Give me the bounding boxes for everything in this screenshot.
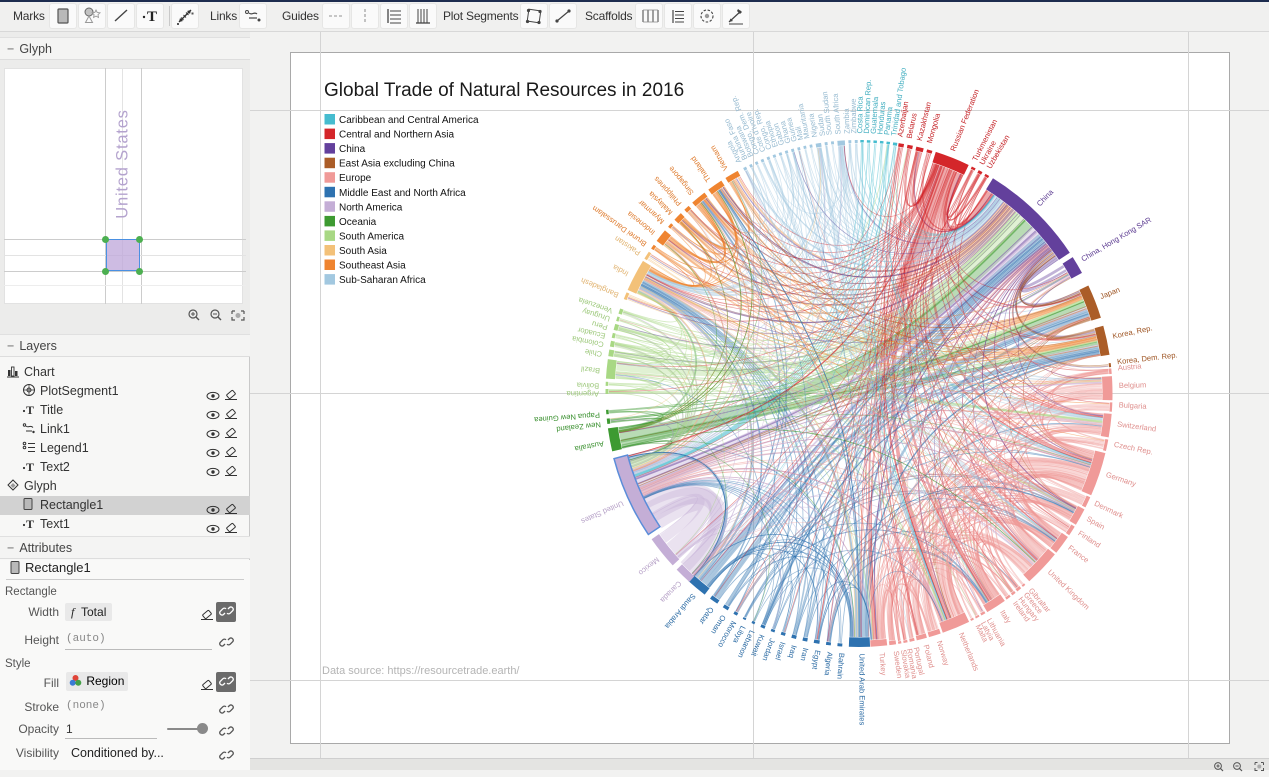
svg-text:Chile: Chile	[584, 347, 603, 359]
svg-text:Guatemala: Guatemala	[869, 96, 880, 134]
svg-text:Zimbabwe: Zimbabwe	[849, 98, 858, 133]
svg-text:South America: South America	[339, 231, 404, 242]
svg-text:Middle East and North Africa: Middle East and North Africa	[339, 188, 466, 199]
svg-text:Belgium: Belgium	[1119, 380, 1147, 390]
svg-text:Panama: Panama	[882, 106, 894, 136]
svg-text:Peru: Peru	[591, 319, 609, 332]
svg-text:Nigeria: Nigeria	[806, 112, 819, 138]
svg-text:Costa Rica: Costa Rica	[855, 96, 864, 134]
svg-text:Iran: Iran	[799, 647, 811, 662]
svg-text:Zambia: Zambia	[842, 108, 852, 134]
svg-text:South Africa: South Africa	[831, 92, 843, 134]
svg-text:Central and Northern Asia: Central and Northern Asia	[339, 130, 455, 141]
svg-text:Mali: Mali	[793, 125, 805, 141]
svg-text:Iraq: Iraq	[787, 644, 799, 659]
svg-text:China: China	[339, 144, 366, 155]
svg-text:Egypt: Egypt	[810, 649, 822, 671]
svg-text:Caribbean and Central America: Caribbean and Central America	[339, 115, 479, 126]
svg-text:South Asia: South Asia	[339, 246, 387, 257]
svg-text:United Arab Emirates: United Arab Emirates	[858, 653, 867, 725]
svg-text:Sub-Saharan Africa: Sub-Saharan Africa	[339, 275, 426, 286]
svg-text:T: T	[26, 460, 34, 472]
svg-text:Honduras: Honduras	[875, 101, 887, 135]
svg-text:Brazil: Brazil	[580, 364, 600, 375]
svg-text:Dominican Rep.: Dominican Rep.	[862, 79, 873, 133]
svg-text:North America: North America	[339, 202, 403, 213]
svg-text:Algeria: Algeria	[823, 651, 835, 676]
svg-text:Sweden: Sweden	[892, 650, 905, 678]
svg-text:Bolivia: Bolivia	[576, 381, 599, 391]
svg-text:T: T	[147, 9, 157, 25]
svg-text:Oceania: Oceania	[339, 217, 377, 228]
svg-text:Bahrain: Bahrain	[835, 653, 846, 680]
svg-text:Argentina: Argentina	[566, 389, 599, 398]
svg-text:Turkey: Turkey	[877, 652, 888, 676]
svg-text:T: T	[26, 517, 34, 529]
svg-text:Global Trade of Natural Resour: Global Trade of Natural Resources in 201…	[324, 80, 684, 101]
svg-text:Austria: Austria	[1117, 361, 1142, 372]
svg-text:Europe: Europe	[339, 173, 372, 184]
svg-text:Southeast Asia: Southeast Asia	[339, 261, 406, 272]
svg-text:Bulgaria: Bulgaria	[1118, 400, 1147, 411]
svg-text:East Asia excluding China: East Asia excluding China	[339, 159, 455, 170]
svg-text:Sudan: Sudan	[815, 114, 827, 137]
svg-text:T: T	[26, 403, 34, 415]
svg-text:Data source: https://resourcet: Data source: https://resourcetrade.earth…	[322, 665, 520, 677]
